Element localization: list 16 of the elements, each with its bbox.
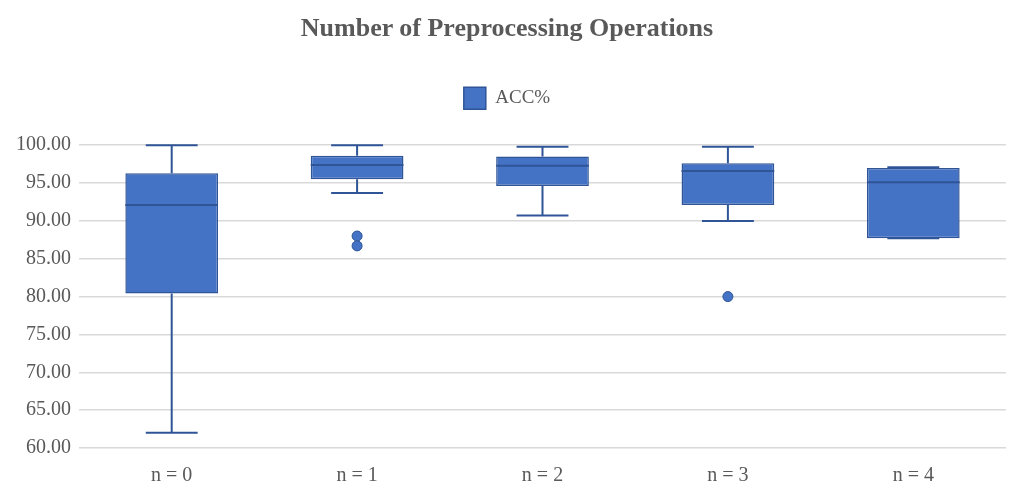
x-tick-label: n = 3 <box>707 463 749 486</box>
y-tick-label: 90.00 <box>26 208 71 231</box>
x-tick-label: n = 2 <box>521 463 564 486</box>
y-tick-label: 60.00 <box>26 435 71 458</box>
x-tick-label: n = 4 <box>892 463 934 486</box>
legend-label: ACC% <box>495 86 551 108</box>
y-tick-label: 65.00 <box>26 397 71 420</box>
y-tick-label: 80.00 <box>26 283 71 306</box>
chart-title: Number of Preprocessing Operations <box>300 13 714 43</box>
y-tick-label: 100.00 <box>16 132 71 155</box>
y-tick-label: 75.00 <box>26 321 71 344</box>
y-tick-label: 70.00 <box>26 359 71 382</box>
x-tick-label: n = 0 <box>151 463 193 486</box>
y-tick-label: 95.00 <box>26 170 71 193</box>
x-tick-label: n = 1 <box>336 463 378 486</box>
y-tick-label: 85.00 <box>26 246 71 268</box>
